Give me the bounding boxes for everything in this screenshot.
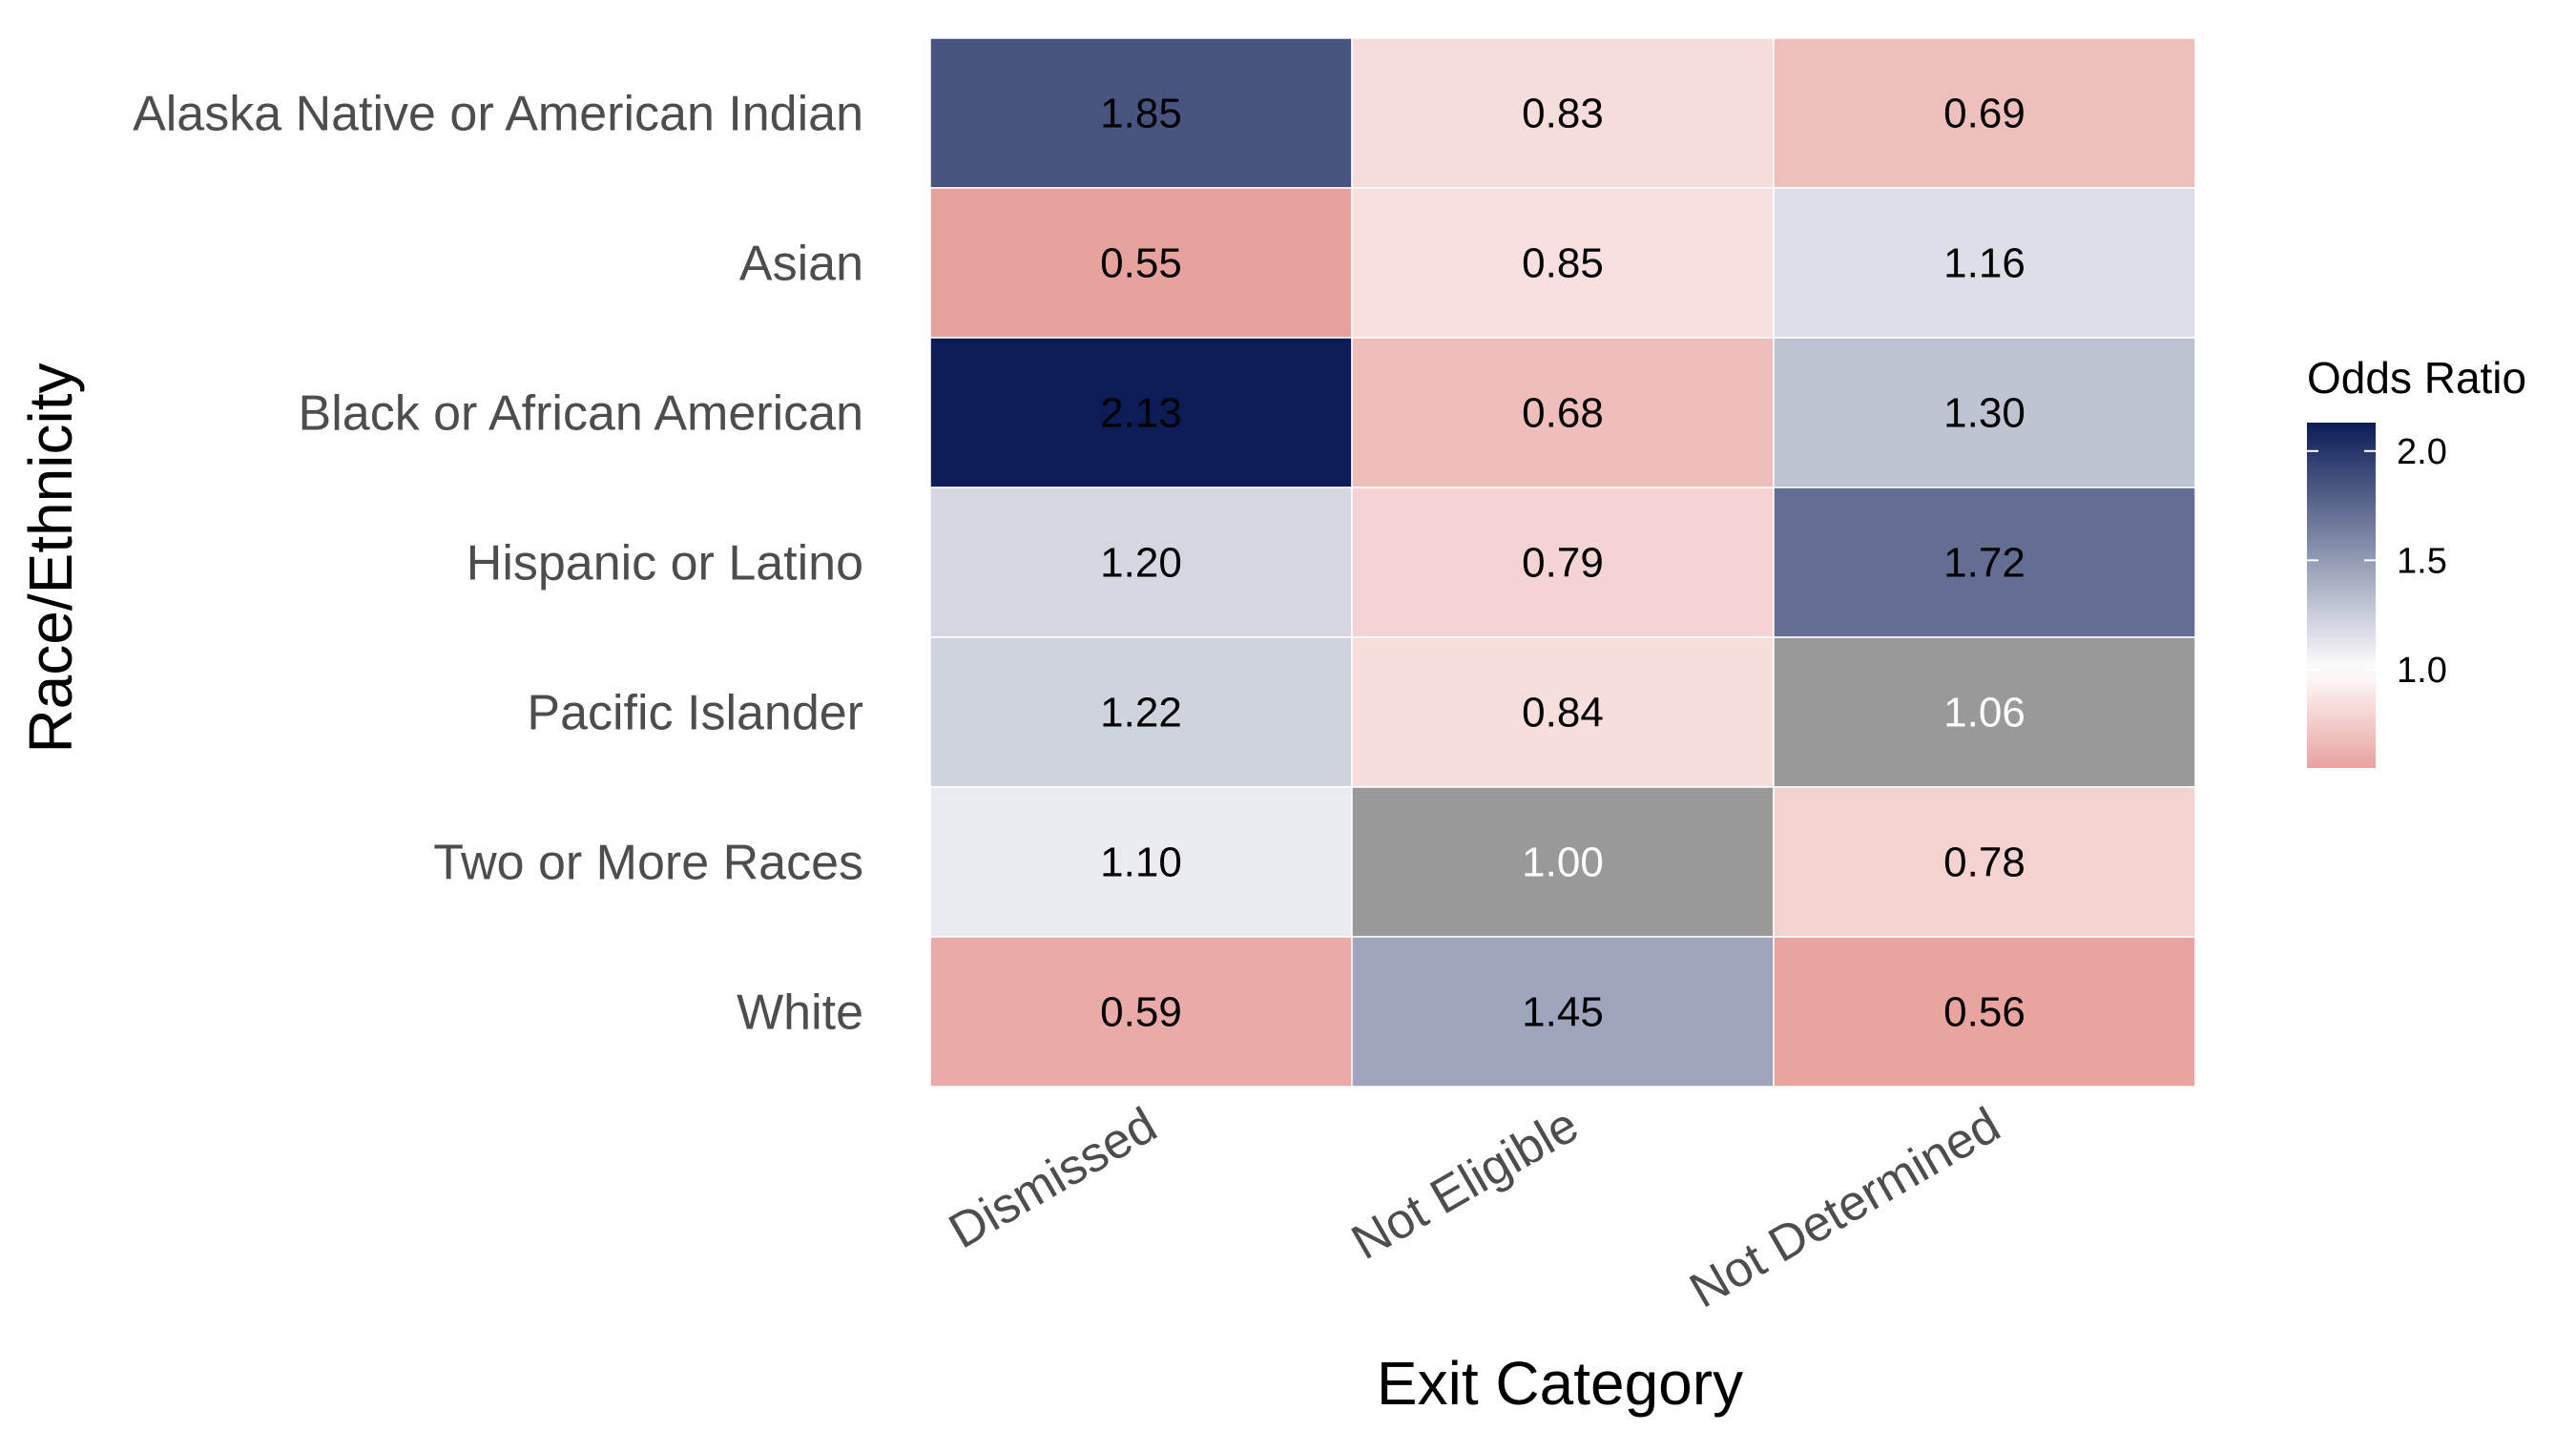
cell-value-label: 0.84: [1522, 690, 1604, 736]
cell-value-label: 0.55: [1100, 240, 1182, 287]
heatmap-cell: [1351, 37, 1775, 189]
cell-value-label: 2.13: [1100, 390, 1182, 437]
heatmap-cell: [929, 636, 1353, 788]
cell-value-label: 0.79: [1522, 540, 1604, 587]
heatmap-cell: [1773, 936, 2196, 1088]
y-tick-label: Hispanic or Latino: [467, 536, 863, 591]
heatmap-cell: [929, 187, 1353, 339]
heatmap-cell: [929, 487, 1353, 638]
heatmap-cell: [1351, 936, 1775, 1088]
cell-value-label: 0.83: [1522, 91, 1604, 137]
cell-value-label: 0.59: [1100, 989, 1182, 1036]
legend-colorbar: [2307, 423, 2376, 768]
cell-value-label: 1.16: [1943, 240, 2025, 287]
cell-value-label: 1.00: [1522, 840, 1604, 886]
heatmap-cell: [1773, 187, 2196, 339]
cell-value-label: 0.56: [1943, 989, 2025, 1036]
legend-tick-label: 1.5: [2397, 541, 2447, 581]
legend-tick-label: 1.0: [2397, 651, 2447, 691]
cell-value-label: 1.06: [1943, 690, 2025, 736]
y-tick-label: Pacific Islander: [527, 686, 863, 741]
heatmap-cell: [1351, 636, 1775, 788]
heatmap-cell: [929, 786, 1353, 938]
y-axis-title: Race/Ethnicity: [16, 363, 85, 753]
x-axis-tick-labels: Dismissed Not Eligible Not Determined: [940, 1097, 2009, 1318]
cell-value-label: 1.85: [1100, 91, 1182, 137]
heatmap-cell: [929, 936, 1353, 1088]
cell-value-label: 1.22: [1100, 690, 1182, 736]
heatmap-cell: [929, 37, 1353, 189]
cell-value-label: 0.78: [1943, 840, 2025, 886]
cell-value-label: 1.30: [1943, 390, 2025, 437]
legend-tick-label: 2.0: [2397, 432, 2447, 472]
y-tick-label: Asian: [739, 237, 863, 292]
y-tick-label: Two or More Races: [433, 836, 863, 891]
cell-value-label: 1.72: [1943, 540, 2025, 587]
x-tick-label: Dismissed: [940, 1097, 1166, 1259]
y-axis-tick-labels: Alaska Native or American Indian Asian Bla…: [133, 87, 863, 1041]
x-axis-title: Exit Category: [1377, 1349, 1743, 1418]
heatmap-cell: [1773, 786, 2196, 938]
heatmap-cell: [1351, 786, 1775, 938]
heatmap-cell: [929, 337, 1353, 488]
heatmap-cell: [1351, 337, 1775, 488]
heatmap-cell: [1773, 487, 2196, 638]
heatmap-cell: [1773, 636, 2196, 788]
y-tick-label: White: [737, 985, 863, 1041]
x-tick-label: Not Eligible: [1342, 1097, 1588, 1271]
cell-value-label: 1.45: [1522, 989, 1604, 1036]
y-tick-label: Alaska Native or American Indian: [133, 87, 863, 142]
heatmap-cell: [1773, 37, 2196, 189]
heatmap-cell: [1351, 187, 1775, 339]
cell-value-label: 1.10: [1100, 840, 1182, 886]
cell-value-label: 0.85: [1522, 240, 1604, 287]
x-tick-label: Not Determined: [1681, 1097, 2009, 1318]
cell-value-label: 0.69: [1943, 91, 2025, 137]
heatmap-cells: 1.85 0.83 0.69 0.55 0.85 1.16 2.13 0.68 1.30 1.20…: [929, 37, 2196, 1088]
color-legend: Odds Ratio 2.0 1.5 1.0: [2307, 353, 2526, 768]
cell-value-label: 0.68: [1522, 390, 1604, 437]
cell-value-label: 1.20: [1100, 540, 1182, 587]
legend-title: Odds Ratio: [2307, 353, 2526, 403]
y-tick-label: Black or African American: [299, 386, 863, 442]
